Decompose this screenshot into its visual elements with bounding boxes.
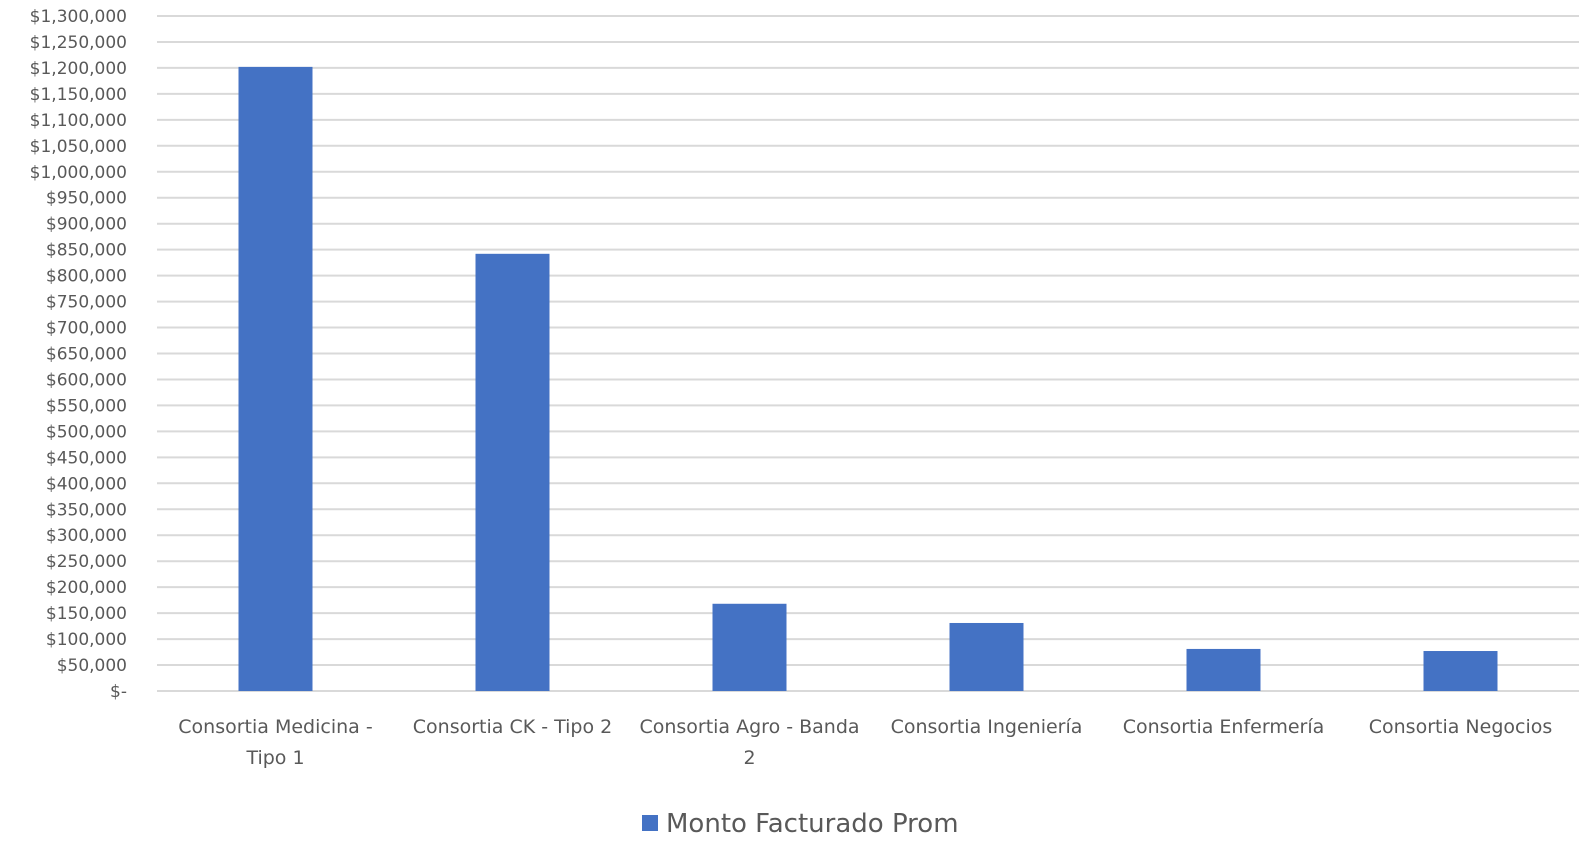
y-tick-label: $450,000 <box>46 448 127 468</box>
y-tick-label: $150,000 <box>46 604 127 624</box>
x-category-label: Consortia Medicina - <box>178 716 372 738</box>
legend-label: Monto Facturado Prom <box>666 809 959 839</box>
y-tick-label: $1,050,000 <box>30 137 127 157</box>
x-category-label: Consortia Agro - Banda <box>639 716 859 738</box>
bar <box>238 66 313 691</box>
y-tick-label: $850,000 <box>46 241 127 261</box>
y-tick-label: $1,100,000 <box>30 111 127 131</box>
y-tick-label: $1,200,000 <box>30 59 127 79</box>
y-tick-label: $1,250,000 <box>30 33 127 53</box>
legend: Monto Facturado Prom <box>642 809 959 839</box>
x-category-label: Consortia Negocios <box>1369 716 1553 738</box>
y-tick-label: $900,000 <box>46 215 127 235</box>
y-axis-tick-labels: $- $50,000 $100,000 $150,000 $200,000 $250,00… <box>30 7 127 702</box>
y-tick-label: $550,000 <box>46 396 127 416</box>
gridlines <box>157 15 1579 692</box>
bar <box>1423 651 1498 691</box>
y-tick-label: $- <box>110 682 127 702</box>
y-tick-label: $400,000 <box>46 474 127 494</box>
bar <box>1186 648 1261 691</box>
legend-swatch <box>642 815 658 831</box>
y-tick-label: $700,000 <box>46 319 127 339</box>
y-tick-label: $950,000 <box>46 189 127 209</box>
y-tick-label: $750,000 <box>46 293 127 313</box>
x-category-label: Consortia Enfermería <box>1123 716 1325 738</box>
bars <box>238 66 1498 692</box>
x-category-label: Consortia CK - Tipo 2 <box>413 716 612 738</box>
y-tick-label: $350,000 <box>46 500 127 520</box>
y-tick-label: $250,000 <box>46 552 127 572</box>
bar <box>712 603 787 691</box>
x-axis-category-labels: Consortia Medicina - Tipo 1 Consortia CK -… <box>178 716 1552 769</box>
x-category-label: Consortia Ingeniería <box>891 716 1083 738</box>
y-tick-label: $1,150,000 <box>30 85 127 105</box>
x-category-label: 2 <box>743 747 755 769</box>
bar <box>475 253 550 692</box>
y-tick-label: $1,000,000 <box>30 163 127 183</box>
x-category-label: Tipo 1 <box>245 747 304 769</box>
y-tick-label: $800,000 <box>46 267 127 287</box>
bar <box>949 622 1024 691</box>
y-tick-label: $1,300,000 <box>30 7 127 27</box>
y-tick-label: $100,000 <box>46 630 127 650</box>
y-tick-label: $650,000 <box>46 345 127 365</box>
y-tick-label: $300,000 <box>46 526 127 546</box>
y-tick-label: $50,000 <box>57 656 127 676</box>
y-tick-label: $200,000 <box>46 578 127 598</box>
y-tick-label: $500,000 <box>46 422 127 442</box>
y-tick-label: $600,000 <box>46 370 127 390</box>
